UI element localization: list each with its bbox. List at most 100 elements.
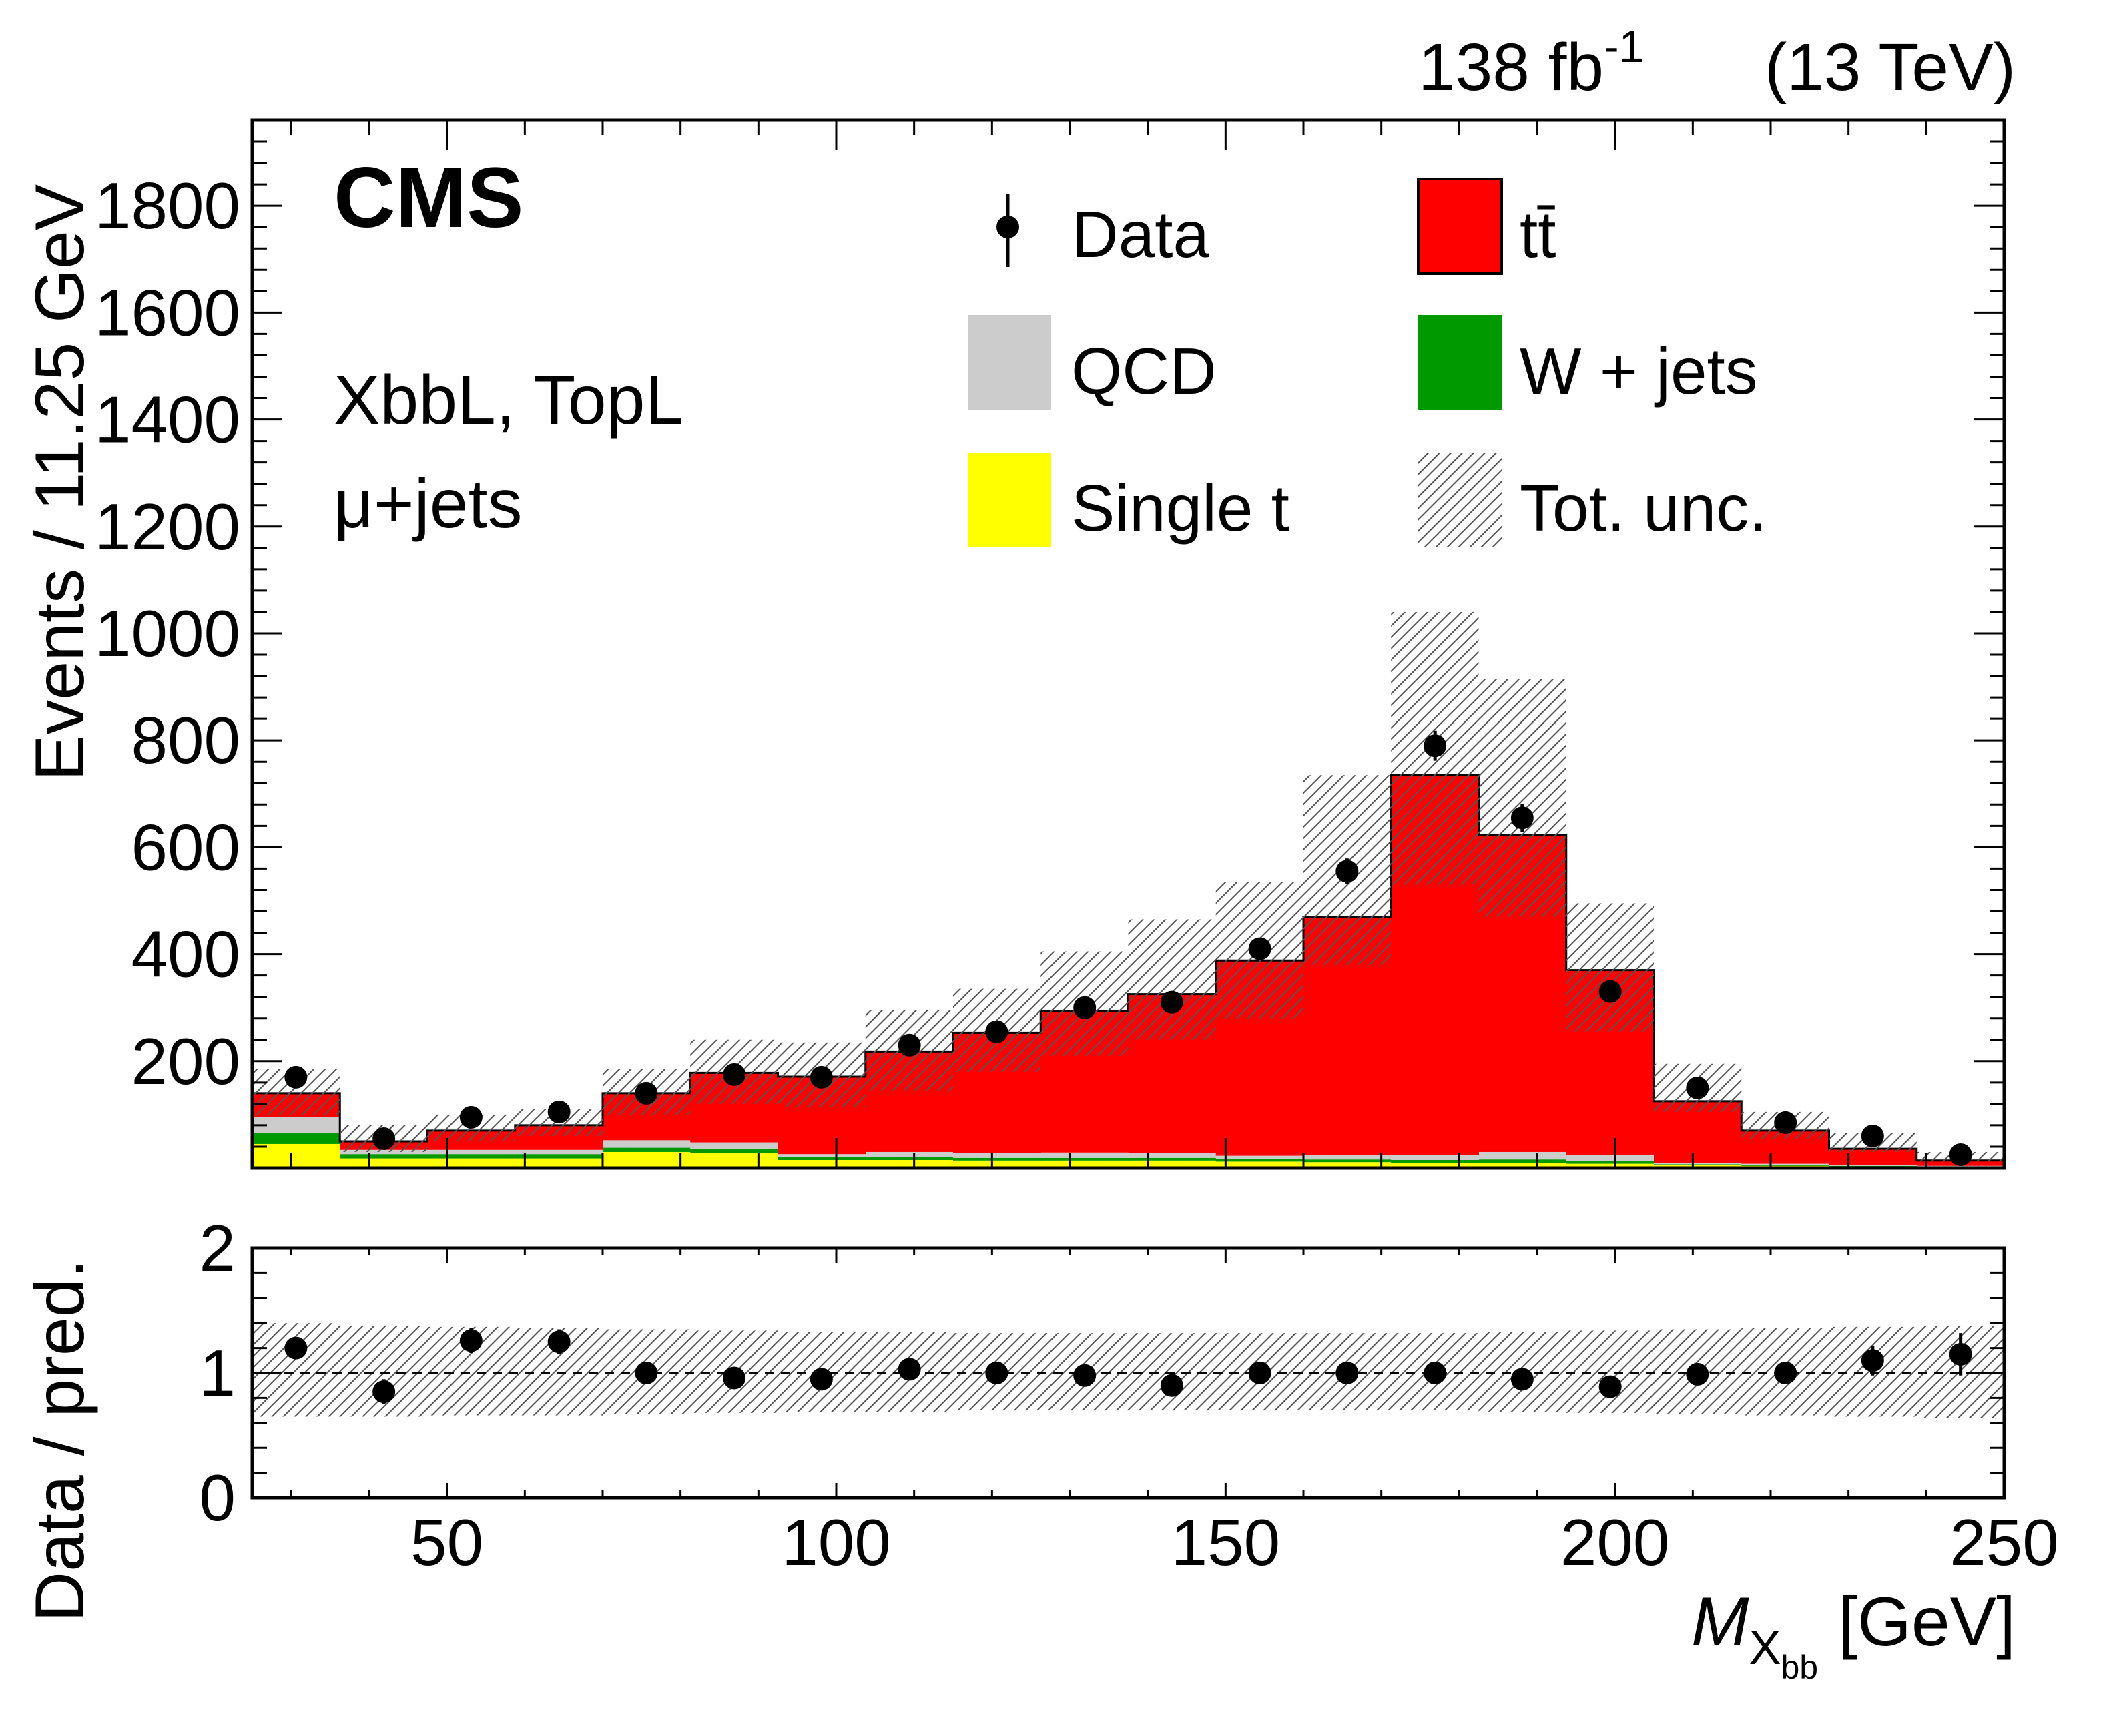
ratio-point-18 — [1861, 1349, 1884, 1372]
bar-wjets-bin-10 — [1128, 1157, 1217, 1161]
bar-wjets-bin-16 — [1654, 1164, 1742, 1165]
bar-single-t-bin-3 — [515, 1158, 603, 1168]
upper-ytick-label: 200 — [131, 1025, 240, 1098]
ratio-point-19 — [1949, 1342, 1972, 1366]
bar-wjets-bin-15 — [1566, 1161, 1655, 1164]
legend-swatch-wjets — [1418, 315, 1502, 410]
bar-single-t-bin-10 — [1128, 1160, 1217, 1168]
data-point-2 — [459, 1105, 483, 1129]
uncertainty-band-bin-10 — [1128, 919, 1216, 1040]
bar-qcd-bin-9 — [1040, 1152, 1129, 1158]
luminosity-label: 138 fb-1 — [1418, 21, 1644, 105]
ratio-point-11 — [1248, 1362, 1271, 1384]
xtick-label: 100 — [782, 1506, 891, 1579]
stacked-histogram — [252, 611, 2004, 1168]
bar-qcd-bin-3 — [515, 1149, 603, 1155]
data-point-10 — [1160, 990, 1183, 1014]
bar-wjets-bin-18 — [1829, 1165, 1917, 1167]
legend-data-marker — [996, 216, 1019, 238]
bar-wjets-bin-5 — [690, 1149, 778, 1153]
legend-entry-wjets: W + jets — [1418, 315, 1758, 410]
bar-qcd-bin-13 — [1391, 1154, 1479, 1160]
ratio-point-15 — [1598, 1375, 1622, 1398]
xtick-label: 250 — [1949, 1506, 2059, 1579]
bar-single-t-bin-7 — [865, 1159, 954, 1168]
bar-wjets-bin-4 — [603, 1147, 691, 1152]
legend-swatch-ttbar — [1417, 178, 1503, 275]
legend-entry-single-t: Single t — [968, 453, 1289, 547]
bar-qcd-bin-5 — [690, 1142, 778, 1149]
bar-wjets-bin-6 — [778, 1157, 866, 1160]
data-point-0 — [284, 1065, 308, 1089]
upper-ytick-label: 1200 — [95, 490, 240, 563]
upper-ytick-label: 1800 — [95, 169, 240, 242]
ratio-point-16 — [1686, 1362, 1709, 1386]
data-point-9 — [1073, 996, 1097, 1019]
legend-label-ttbar: tt̄ — [1520, 198, 1556, 271]
bar-wjets-bin-14 — [1478, 1159, 1567, 1163]
ratio-point-0 — [284, 1336, 308, 1360]
data-point-17 — [1774, 1111, 1797, 1134]
bar-qcd-bin-6 — [778, 1154, 866, 1157]
ratio-point-8 — [985, 1362, 1008, 1384]
legend-entry-data: Data — [996, 194, 1210, 271]
lower-ytick-label: 0 — [199, 1461, 236, 1534]
bar-qcd-bin-17 — [1741, 1163, 1829, 1165]
legend-entry-qcd: QCD — [968, 315, 1217, 410]
data-point-3 — [547, 1100, 571, 1123]
legend-swatch-qcd — [968, 315, 1051, 410]
bar-wjets-bin-11 — [1215, 1159, 1304, 1162]
upper-ytick-label: 600 — [131, 810, 240, 884]
bar-qcd-bin-7 — [865, 1151, 954, 1157]
ratio-point-5 — [723, 1366, 746, 1390]
data-point-12 — [1335, 860, 1359, 883]
bar-single-t-bin-4 — [603, 1151, 691, 1168]
bar-qcd-bin-12 — [1303, 1155, 1392, 1160]
legend-label-single-t: Single t — [1071, 471, 1289, 545]
x-axis-tick-labels: 50 100 150 200 250 — [410, 1506, 2059, 1579]
ratio-point-2 — [459, 1329, 483, 1352]
legend-swatch-single-t — [968, 453, 1051, 547]
xtick-label: 200 — [1560, 1506, 1670, 1579]
uncertainty-band-bin-14 — [1478, 679, 1566, 917]
bar-qcd-bin-14 — [1478, 1151, 1567, 1160]
lower-y-axis-label: Data / pred. — [21, 1259, 99, 1622]
bar-single-t-bin-9 — [1040, 1160, 1129, 1168]
channel-label: μ+jets — [334, 465, 523, 543]
upper-ytick-label: 1400 — [95, 383, 240, 457]
data-point-15 — [1598, 980, 1622, 1003]
bar-wjets-bin-2 — [427, 1154, 516, 1159]
bar-qcd-bin-10 — [1128, 1153, 1217, 1158]
bar-single-t-bin-8 — [953, 1160, 1041, 1168]
legend-label-data: Data — [1071, 198, 1210, 271]
lower-ytick-label: 1 — [199, 1336, 236, 1410]
experiment-label: CMS — [334, 150, 523, 246]
legend-entry-tot-unc: Tot. unc. — [1418, 453, 1767, 547]
bar-wjets-bin-9 — [1040, 1157, 1129, 1161]
bar-wjets-bin-12 — [1303, 1159, 1392, 1163]
bar-single-t-bin-11 — [1215, 1161, 1304, 1168]
legend-swatch-tot-unc — [1418, 453, 1502, 547]
data-point-18 — [1861, 1124, 1884, 1147]
ratio-point-3 — [547, 1330, 571, 1354]
legend-label-tot-unc: Tot. unc. — [1520, 471, 1767, 545]
data-point-11 — [1248, 937, 1271, 960]
legend-entry-ttbar: tt̄ — [1417, 178, 1556, 275]
ratio-point-7 — [898, 1358, 921, 1381]
lower-panel: 0 1 2 Data / pred. 50 100 150 200 250 MXbb[GeV… — [21, 1211, 2059, 1686]
data-point-16 — [1686, 1076, 1709, 1099]
data-point-14 — [1510, 806, 1534, 830]
energy-label: (13 TeV) — [1765, 30, 2016, 105]
bar-qcd-bin-16 — [1654, 1162, 1742, 1165]
upper-frame — [250, 118, 2006, 1170]
legend-label-qcd: QCD — [1071, 334, 1217, 408]
bar-wjets-bin-0 — [252, 1133, 340, 1144]
xtick-label: 150 — [1171, 1506, 1281, 1579]
bar-qcd-bin-18 — [1829, 1165, 1917, 1166]
bar-wjets-bin-1 — [340, 1154, 428, 1159]
bar-wjets-bin-7 — [865, 1157, 954, 1160]
bar-single-t-bin-12 — [1303, 1162, 1392, 1168]
ratio-point-12 — [1335, 1362, 1359, 1384]
bar-qcd-bin-15 — [1566, 1154, 1655, 1161]
